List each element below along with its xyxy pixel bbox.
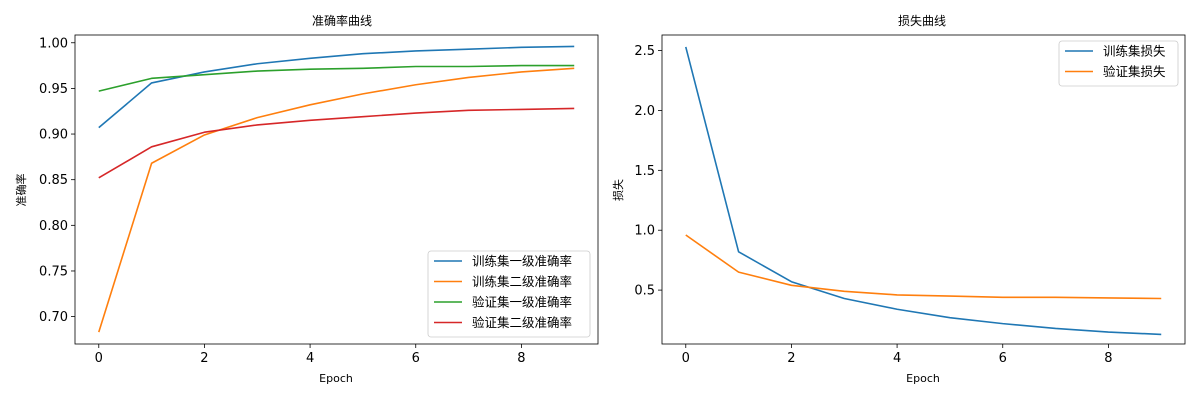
loss-y-tick-label: 0.5	[634, 284, 655, 299]
accuracy-legend-label-0: 训练集一级准确率	[472, 254, 572, 269]
loss-y-tick-label: 2.5	[634, 44, 655, 59]
accuracy-x-tick-label: 6	[412, 351, 420, 366]
accuracy-y-tick-label: 0.80	[39, 219, 68, 234]
loss-y-tick-label: 1.0	[634, 224, 655, 239]
accuracy-y-ticks: 0.70 0.75 0.80 0.85 0.90 0.95 1.00	[39, 36, 75, 325]
accuracy-legend-label-3: 验证集二级准确率	[472, 315, 572, 330]
accuracy-series-line-0	[98, 45, 575, 129]
loss-y-axis-label: 损失	[611, 179, 625, 201]
accuracy-x-tick-label: 2	[200, 351, 208, 366]
loss-x-tick-label: 8	[1104, 351, 1112, 366]
accuracy-x-axis-label: Epoch	[319, 372, 353, 385]
accuracy-series-line-2	[98, 64, 575, 92]
accuracy-legend-label-1: 训练集二级准确率	[472, 274, 572, 289]
accuracy-y-tick-label: 0.85	[39, 173, 68, 188]
loss-x-axis-label: Epoch	[906, 372, 940, 385]
loss-x-tick-label: 2	[787, 351, 795, 366]
loss-x-tick-label: 6	[999, 351, 1007, 366]
loss-chart: 损失曲线 0 2 4 6 8 0.5 1.0 1.5 2.0 2.5 Epoch 损失 训练集损…	[611, 13, 1186, 385]
loss-y-tick-label: 1.5	[634, 164, 655, 179]
accuracy-y-tick-label: 0.95	[39, 82, 68, 97]
accuracy-y-tick-label: 0.70	[39, 310, 68, 325]
loss-chart-title: 损失曲线	[898, 13, 946, 28]
accuracy-y-tick-label: 1.00	[39, 36, 68, 51]
accuracy-series-line-3	[98, 107, 575, 179]
accuracy-chart-title: 准确率曲线	[312, 13, 372, 28]
accuracy-chart: 准确率曲线 0 2 4 6 8 0.70 0.75 0.80 0.85 0.90 0.95 1.00…	[14, 13, 599, 385]
accuracy-y-axis-label: 准确率	[14, 174, 28, 207]
accuracy-y-tick-label: 0.90	[39, 128, 68, 143]
accuracy-plot-frame	[74, 34, 599, 345]
loss-x-tick-label: 0	[682, 351, 690, 366]
loss-legend-label-1: 验证集损失	[1103, 64, 1166, 79]
loss-legend-box	[1058, 40, 1179, 87]
accuracy-series-line-1	[98, 67, 575, 333]
accuracy-x-tick-label: 0	[95, 351, 103, 366]
accuracy-legend-box	[427, 250, 591, 338]
loss-series-line-1	[685, 234, 1162, 300]
loss-legend-label-0: 训练集损失	[1103, 44, 1166, 59]
loss-series-line-0	[684, 46, 1162, 336]
loss-y-tick-label: 2.0	[634, 104, 655, 119]
accuracy-x-ticks: 0 2 4 6 8	[95, 344, 526, 366]
accuracy-series-lines	[98, 45, 575, 333]
loss-x-tick-label: 4	[893, 351, 901, 366]
accuracy-x-tick-label: 4	[306, 351, 314, 366]
accuracy-legend-label-2: 验证集一级准确率	[472, 295, 572, 310]
accuracy-x-tick-label: 8	[517, 351, 525, 366]
loss-x-ticks: 0 2 4 6 8	[682, 344, 1113, 366]
loss-y-ticks: 0.5 1.0 1.5 2.0 2.5	[634, 44, 662, 299]
loss-plot-frame	[661, 34, 1186, 345]
loss-series-lines	[684, 46, 1162, 336]
accuracy-y-tick-label: 0.75	[39, 264, 68, 279]
